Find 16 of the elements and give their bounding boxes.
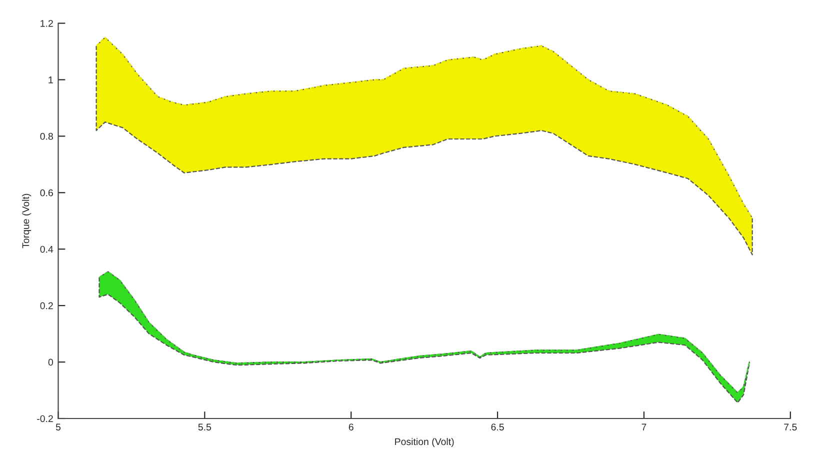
x-tick-label: 7.5: [784, 424, 797, 430]
x-tick-label: 7: [642, 424, 646, 430]
x-tick-label: 6: [348, 424, 354, 430]
y-axis-title: Torque (Volt): [22, 194, 32, 248]
x-tick-label: 5: [56, 424, 61, 430]
x-tick-label: 5.5: [198, 424, 212, 430]
y-tick-label: 0.4: [40, 246, 54, 253]
x-axis-title: Position (Volt): [395, 438, 454, 448]
x-tick-label: 6.5: [491, 424, 504, 430]
y-tick-label: 0.6: [40, 189, 53, 196]
y-tick-label: 0.2: [40, 302, 53, 310]
y-tick-label: 1.2: [40, 20, 53, 27]
y-tick-label: 0.8: [40, 132, 53, 140]
y-tick-label: 1: [48, 76, 53, 84]
y-tick-label: -0.2: [37, 415, 53, 422]
y-tick-label: 0: [48, 358, 53, 366]
